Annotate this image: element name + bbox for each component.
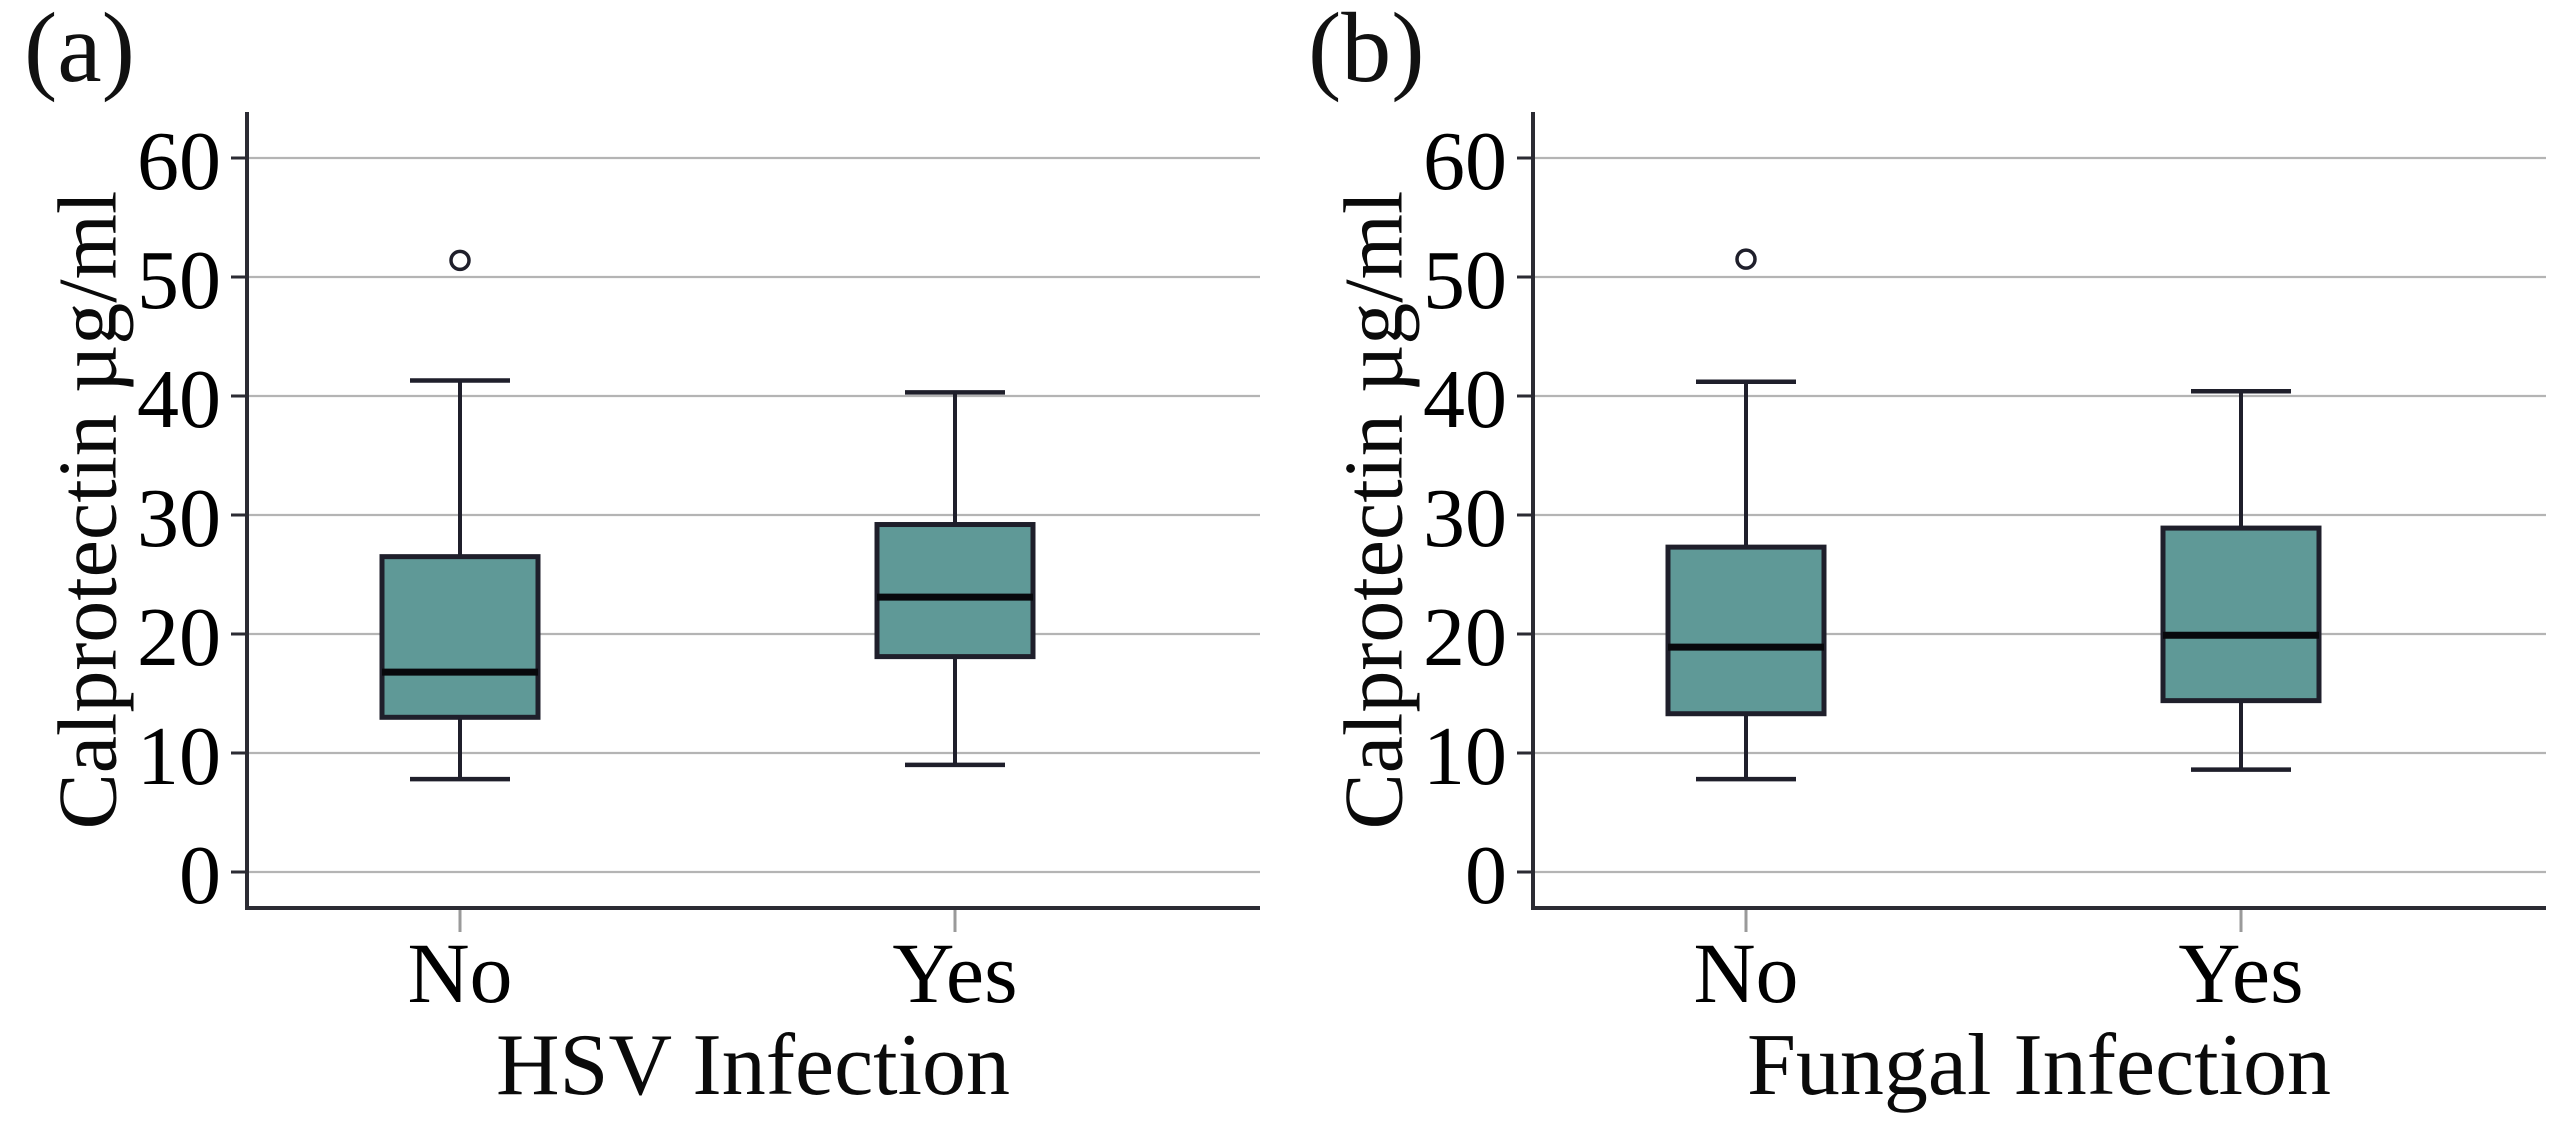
y-tick-label: 20 [137, 591, 221, 684]
y-tick-label: 60 [137, 115, 221, 208]
category-label: No [1693, 925, 1798, 1021]
panel-b-letter: (b) [1308, 0, 1425, 103]
y-tick-label: 60 [1423, 115, 1507, 208]
y-tick-label: 20 [1423, 591, 1507, 684]
category-label: No [407, 925, 512, 1021]
boxplot-box [379, 554, 541, 720]
y-tick-label: 10 [1423, 710, 1507, 803]
y-tick-label: 40 [137, 353, 221, 446]
panel-a-letter: (a) [24, 0, 135, 103]
panel-a-x-axis-title: HSV Infection [495, 1017, 1011, 1114]
panel-a-plot: 0 10 20 30 40 50 60 No Yes [137, 112, 1260, 1021]
y-tick-label: 0 [1465, 829, 1507, 922]
y-tick-label: 10 [137, 710, 221, 803]
panel-b-plot: 0 10 20 30 40 50 60 No Yes [1423, 112, 2546, 1021]
category-label: Yes [2178, 925, 2303, 1021]
y-tick-label: 0 [179, 829, 221, 922]
y-tick-label: 30 [137, 472, 221, 565]
panel-b-x-axis-title: Fungal Infection [1746, 1017, 2332, 1114]
y-tick-label: 40 [1423, 353, 1507, 446]
y-tick-label: 30 [1423, 472, 1507, 565]
panel-a: (a) Calprotectin µg/ml 0 10 20 30 40 50 60 No Ye… [24, 0, 1260, 1114]
y-tick-label: 50 [1423, 234, 1507, 327]
category-label: Yes [892, 925, 1017, 1021]
outlier-point [1735, 248, 1757, 270]
boxplot-box [1665, 544, 1827, 717]
y-tick-label: 50 [137, 234, 221, 327]
outlier-point [449, 249, 471, 272]
panel-b: (b) Calprotectin µg/ml 0 10 20 30 40 50 60 No Ye… [1286, 0, 2572, 1136]
boxplot-box [2160, 525, 2322, 704]
boxplot-box [874, 522, 1036, 660]
